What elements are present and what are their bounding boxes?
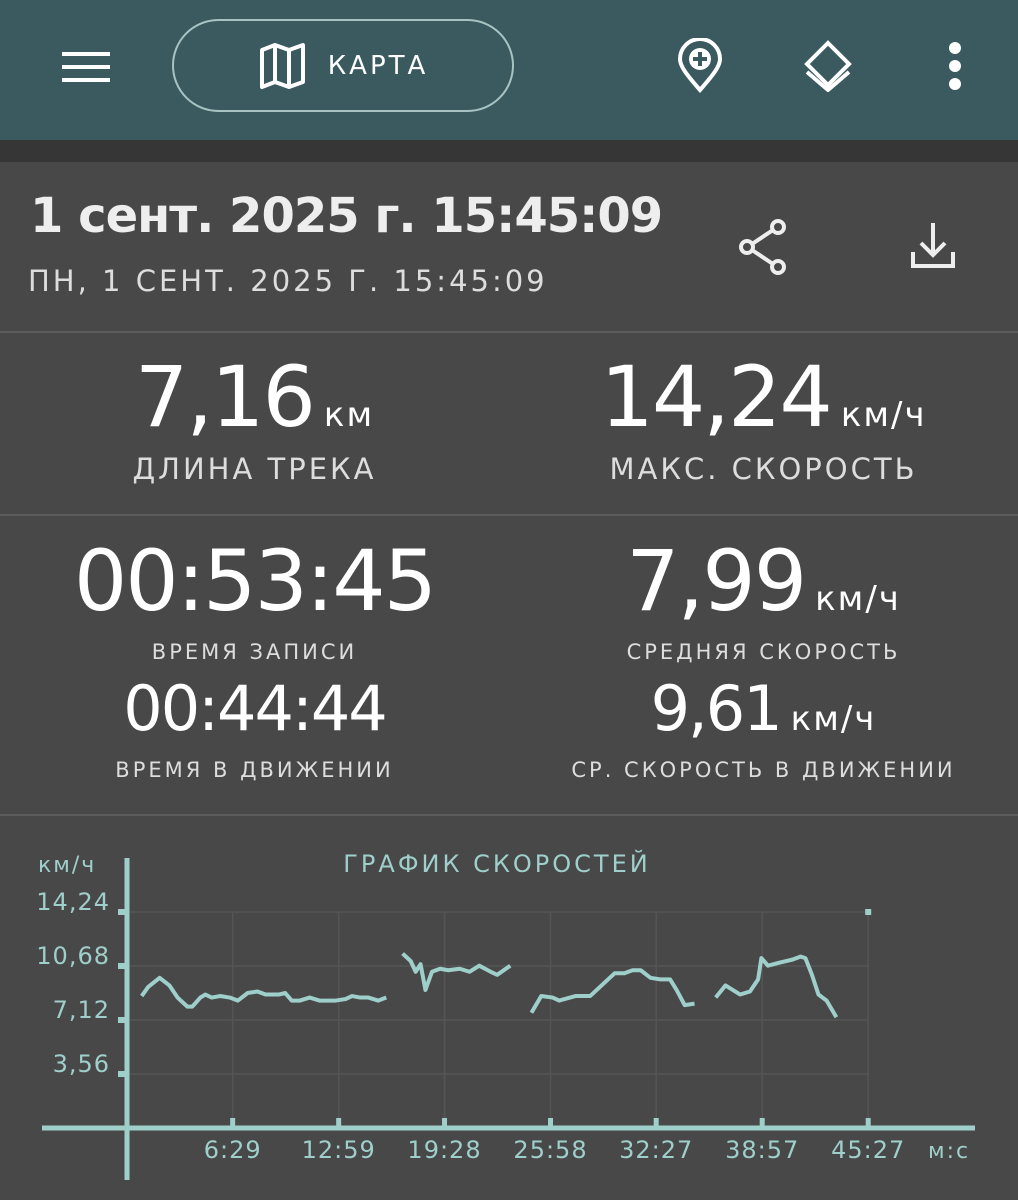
y-tick bbox=[118, 963, 127, 969]
y-tick bbox=[118, 1071, 127, 1077]
x-tick-label: 12:59 bbox=[302, 1136, 376, 1164]
divider bbox=[0, 331, 1018, 333]
avg-speed-value: 7,99 bbox=[626, 532, 807, 630]
y-tick-label: 10,68 bbox=[36, 942, 110, 970]
layers-icon[interactable] bbox=[802, 40, 854, 92]
share-icon[interactable] bbox=[738, 218, 790, 276]
divider bbox=[0, 514, 1018, 516]
map-icon bbox=[259, 42, 305, 89]
distance-label: ДЛИНА ТРЕКА bbox=[132, 452, 377, 486]
menu-icon[interactable] bbox=[60, 50, 112, 84]
download-icon[interactable] bbox=[908, 220, 958, 272]
x-tick bbox=[653, 1118, 659, 1128]
y-tick-label: 3,56 bbox=[53, 1050, 110, 1078]
divider bbox=[0, 814, 1018, 816]
stat-distance: 7,16 км bbox=[0, 348, 509, 446]
x-tick-label: 19:28 bbox=[407, 1136, 481, 1164]
avg-speed-label: СРЕДНЯЯ СКОРОСТЬ bbox=[626, 640, 901, 664]
stat-moving-time: 00:44:44 bbox=[0, 672, 509, 745]
max-speed-value: 14,24 bbox=[600, 348, 832, 446]
y-axis-label: км/ч bbox=[38, 853, 96, 878]
map-label: КАРТА bbox=[327, 50, 429, 81]
x-tick bbox=[230, 1118, 236, 1128]
x-axis-label: м:с bbox=[928, 1139, 970, 1164]
max-speed-unit: км/ч bbox=[840, 395, 927, 435]
total-time-value: 00:53:45 bbox=[73, 532, 437, 630]
avg-moving-speed-unit: км/ч bbox=[790, 699, 877, 739]
moving-time-value: 00:44:44 bbox=[123, 672, 387, 745]
x-tick-label: 25:58 bbox=[513, 1136, 587, 1164]
y-tick bbox=[118, 1017, 127, 1023]
total-time-label: ВРЕМЯ ЗАПИСИ bbox=[151, 640, 358, 664]
x-tick bbox=[865, 1118, 871, 1128]
stat-total-time: 00:53:45 bbox=[0, 532, 509, 630]
avg-moving-speed-label: СР. СКОРОСТЬ В ДВИЖЕНИИ bbox=[571, 758, 956, 782]
distance-value: 7,16 bbox=[134, 348, 316, 446]
stat-max-speed: 14,24 км/ч bbox=[509, 348, 1018, 446]
x-tick bbox=[548, 1118, 554, 1128]
x-tick-label: 6:29 bbox=[204, 1136, 262, 1164]
map-button[interactable]: КАРТА bbox=[172, 19, 514, 112]
speed-line-segment bbox=[714, 954, 839, 1019]
y-tick-label: 7,12 bbox=[53, 996, 110, 1024]
track-subtitle: ПН, 1 СЕНТ. 2025 Г. 15:45:09 bbox=[28, 264, 548, 298]
more-vert-icon[interactable] bbox=[944, 42, 966, 90]
speed-point bbox=[865, 909, 872, 915]
stat-avg-moving-speed: 9,61 км/ч bbox=[509, 672, 1018, 745]
moving-time-label: ВРЕМЯ В ДВИЖЕНИИ bbox=[115, 758, 394, 782]
x-tick-label: 32:27 bbox=[619, 1136, 693, 1164]
avg-moving-speed-value: 9,61 bbox=[650, 672, 783, 745]
speed-line-segment bbox=[529, 968, 695, 1014]
x-tick bbox=[442, 1118, 448, 1128]
x-tick bbox=[336, 1118, 342, 1128]
speed-line-segment bbox=[140, 975, 387, 1009]
x-tick-label: 45:27 bbox=[831, 1136, 905, 1164]
y-tick-label: 14,24 bbox=[36, 888, 110, 916]
track-title: 1 сент. 2025 г. 15:45:09 bbox=[30, 188, 663, 244]
speed-line-segment bbox=[401, 952, 512, 992]
max-speed-label: МАКС. СКОРОСТЬ bbox=[609, 452, 918, 486]
add-location-icon[interactable] bbox=[676, 38, 724, 94]
stat-avg-speed: 7,99 км/ч bbox=[509, 532, 1018, 630]
distance-unit: км bbox=[323, 395, 375, 435]
divider-strip bbox=[0, 140, 1018, 162]
avg-speed-unit: км/ч bbox=[815, 579, 901, 619]
chart-title: ГРАФИК СКОРОСТЕЙ bbox=[343, 849, 650, 878]
x-tick bbox=[759, 1118, 765, 1128]
y-tick bbox=[118, 909, 127, 915]
x-tick-label: 38:57 bbox=[725, 1136, 799, 1164]
